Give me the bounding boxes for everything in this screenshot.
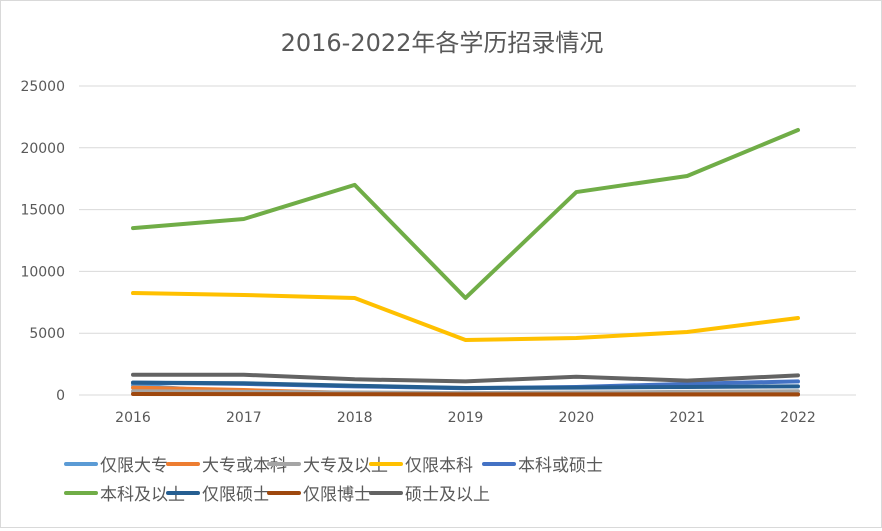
legend-label: 仅限硕士 (202, 485, 270, 505)
legend-label: 本科或硕士 (518, 456, 603, 476)
y-tick-label: 5000 (29, 326, 65, 342)
x-tick-label: 2017 (226, 410, 262, 426)
legend-label: 仅限本科 (405, 456, 473, 476)
series-line-硕士及以上 (133, 375, 798, 382)
legend-label: 仅限博士 (303, 485, 371, 505)
x-tick-label: 2022 (780, 410, 816, 426)
x-tick-label: 2021 (669, 410, 705, 426)
chart-title: 2016-2022年各学历招录情况 (281, 29, 604, 57)
legend-label: 仅限大专 (100, 456, 168, 476)
x-tick-label: 2018 (337, 410, 373, 426)
series-line-本科及以上 (133, 130, 798, 298)
y-tick-label: 25000 (20, 79, 65, 95)
legend-label: 硕士及以上 (405, 485, 490, 505)
y-tick-label: 10000 (20, 264, 65, 280)
y-tick-label: 20000 (20, 141, 65, 157)
y-tick-label: 15000 (20, 203, 65, 219)
x-tick-label: 2016 (115, 410, 151, 426)
y-tick-label: 0 (56, 388, 65, 404)
x-tick-label: 2019 (448, 410, 484, 426)
x-tick-label: 2020 (559, 410, 595, 426)
